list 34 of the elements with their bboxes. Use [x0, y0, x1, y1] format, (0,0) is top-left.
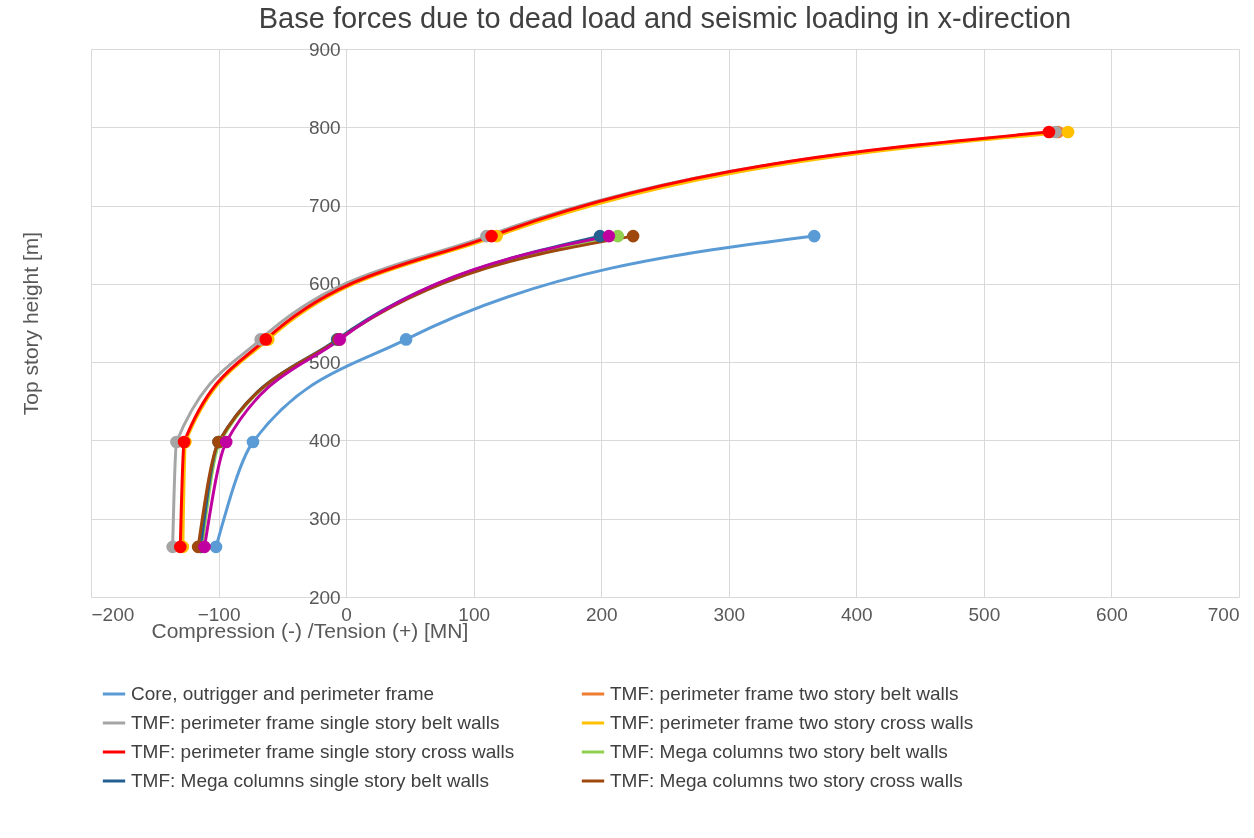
x-tick-label: 400 — [840, 603, 873, 625]
y-tick-label: 700 — [308, 195, 341, 217]
x-tick-label: −200 — [91, 603, 135, 625]
point — [602, 229, 616, 243]
point — [485, 229, 498, 243]
x-tick-label: 600 — [1096, 603, 1128, 625]
x-tick-label: 300 — [713, 603, 746, 625]
point — [209, 540, 223, 554]
point — [1061, 125, 1075, 139]
x-tick-label: 200 — [585, 603, 618, 625]
legend-label: TMF: perimeter frame two story cross walls — [610, 712, 974, 733]
point — [1042, 125, 1056, 139]
legend-label: TMF: Mega columns two story belt walls — [610, 741, 948, 762]
point — [399, 333, 413, 346]
x-tick-label: 500 — [968, 603, 1001, 625]
legend-label: TMF: perimeter frame two story belt walls — [610, 683, 959, 704]
legend-label: TMF: perimeter frame single story cross walls — [131, 741, 515, 762]
chart-title: Base forces due to dead load and seismic loading in x-direction — [258, 2, 1072, 34]
point — [219, 435, 233, 449]
y-tick-label: 900 — [308, 38, 341, 60]
legend-label: TMF: Mega columns two story cross walls — [610, 770, 963, 791]
x-tick-label: 700 — [1207, 603, 1240, 625]
y-tick-label: 300 — [308, 508, 341, 530]
point — [626, 229, 640, 243]
legend-label: Core, outrigger and perimeter frame — [131, 683, 435, 704]
point — [807, 229, 821, 243]
y-tick-label: 200 — [308, 586, 341, 608]
y-tick-label: 400 — [308, 429, 341, 451]
x-tick-label: 0 — [341, 603, 352, 625]
legend-label: TMF: perimeter frame single story belt walls — [131, 712, 500, 733]
legend-label: TMF: Mega columns single story belt walls — [131, 770, 489, 791]
y-axis-title: Top story height [m] — [18, 231, 42, 416]
point — [246, 435, 260, 449]
y-tick-label: 800 — [308, 116, 341, 138]
